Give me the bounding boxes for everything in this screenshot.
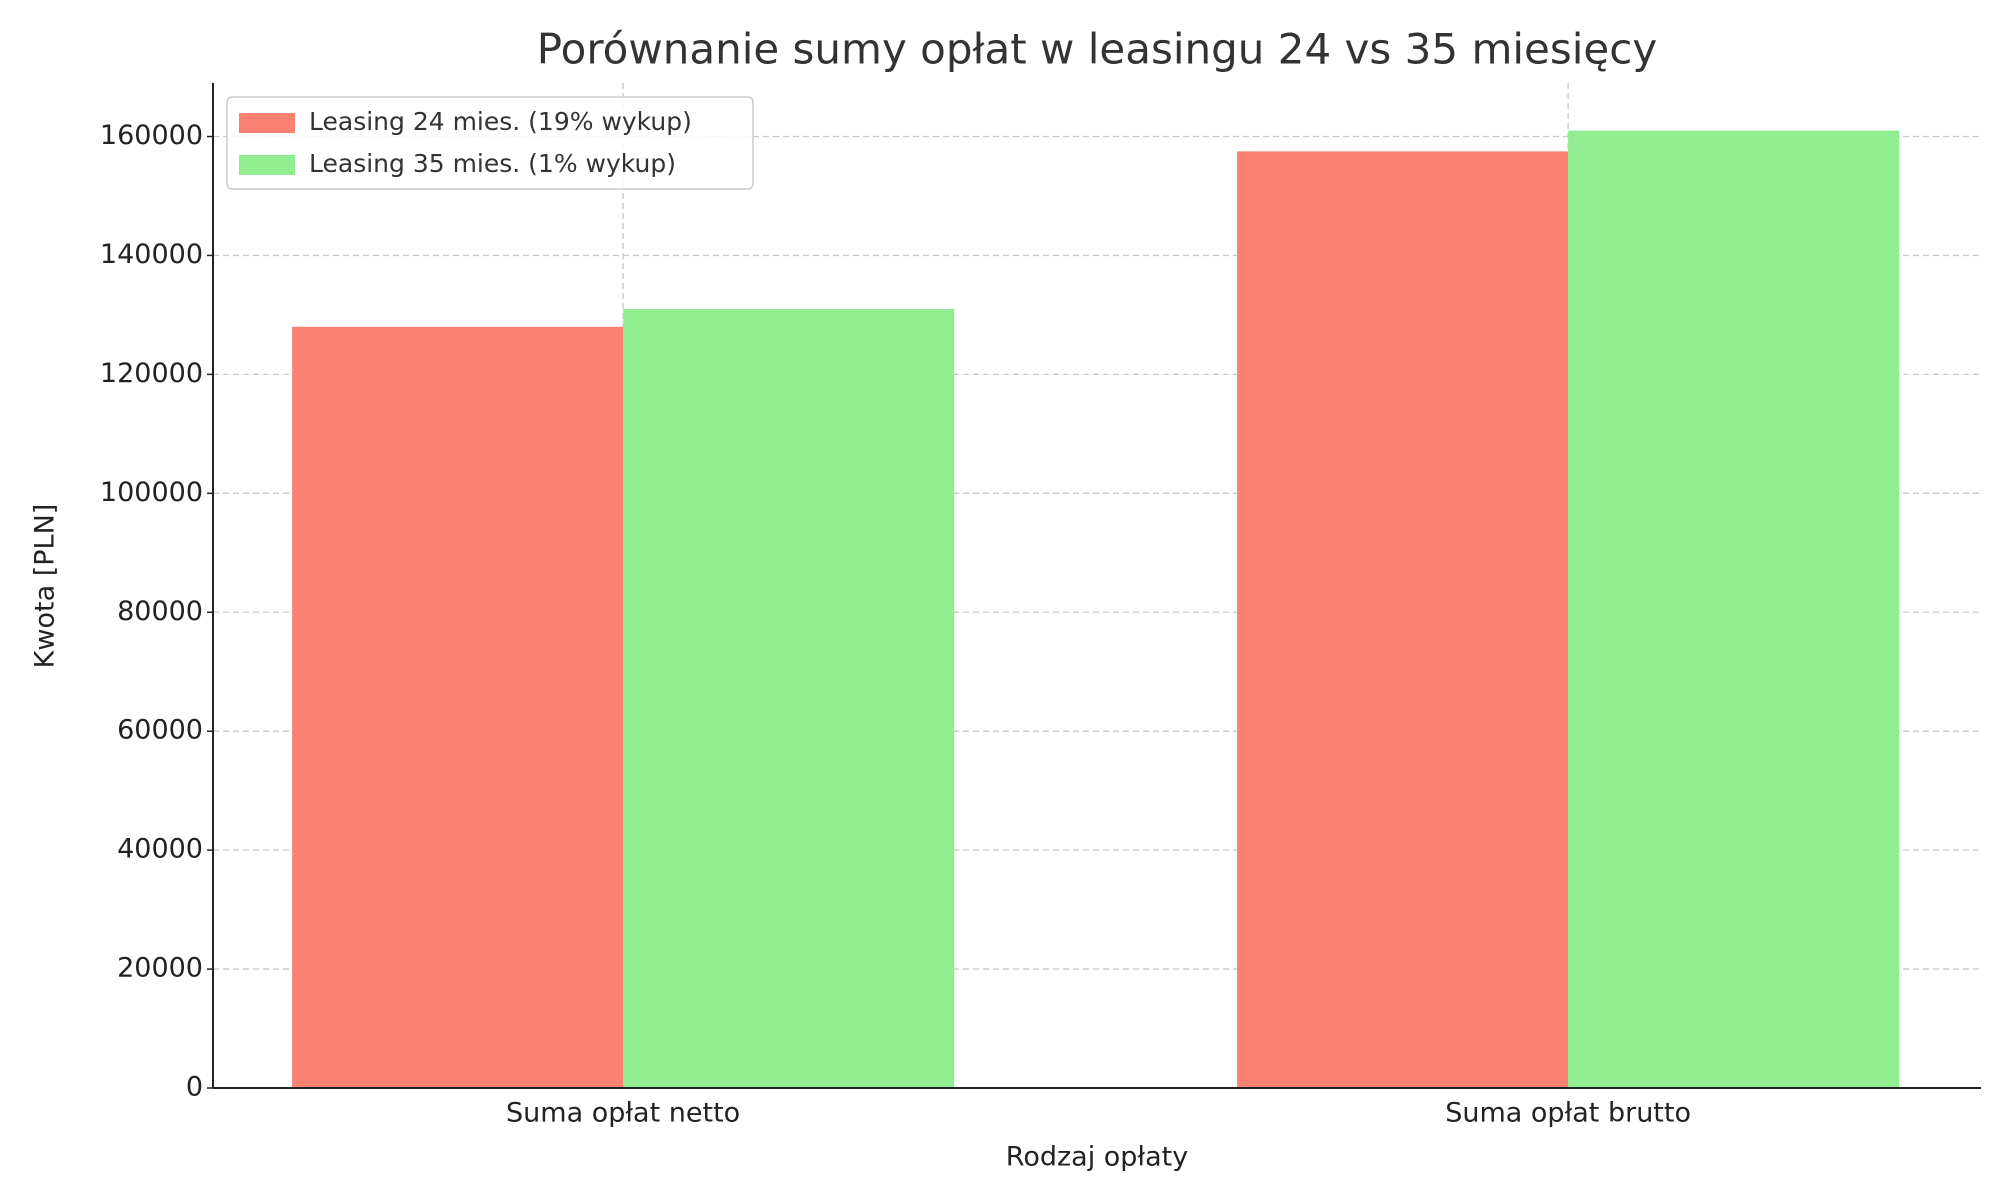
chart-title: Porównanie sumy opłat w leasingu 24 vs 3… — [537, 25, 1657, 74]
x-tick-label: Suma opłat netto — [506, 1098, 740, 1129]
y-tick-label: 0 — [186, 1072, 203, 1103]
x-axis-label: Rodzaj opłaty — [1006, 1142, 1188, 1173]
legend-label: Leasing 24 mies. (19% wykup) — [309, 107, 692, 136]
x-tick-label: Suma opłat brutto — [1445, 1098, 1691, 1129]
bar — [623, 308, 955, 1088]
y-tick-label: 160000 — [100, 120, 203, 151]
y-tick-label: 80000 — [117, 596, 203, 627]
bar — [292, 326, 624, 1089]
legend-swatch — [239, 155, 295, 175]
y-tick-label: 140000 — [100, 239, 203, 270]
y-tick-label: 60000 — [117, 715, 203, 746]
legend-swatch — [239, 113, 295, 133]
legend-label: Leasing 35 mies. (1% wykup) — [309, 149, 676, 178]
bar — [1568, 130, 1900, 1088]
legend-box — [226, 96, 754, 190]
y-tick-label: 100000 — [100, 477, 203, 508]
y-tick-label: 40000 — [117, 834, 203, 865]
y-tick-label: 120000 — [100, 358, 203, 389]
bar — [1237, 151, 1569, 1088]
y-tick-label: 20000 — [117, 953, 203, 984]
y-axis-label: Kwota [PLN] — [30, 504, 61, 669]
